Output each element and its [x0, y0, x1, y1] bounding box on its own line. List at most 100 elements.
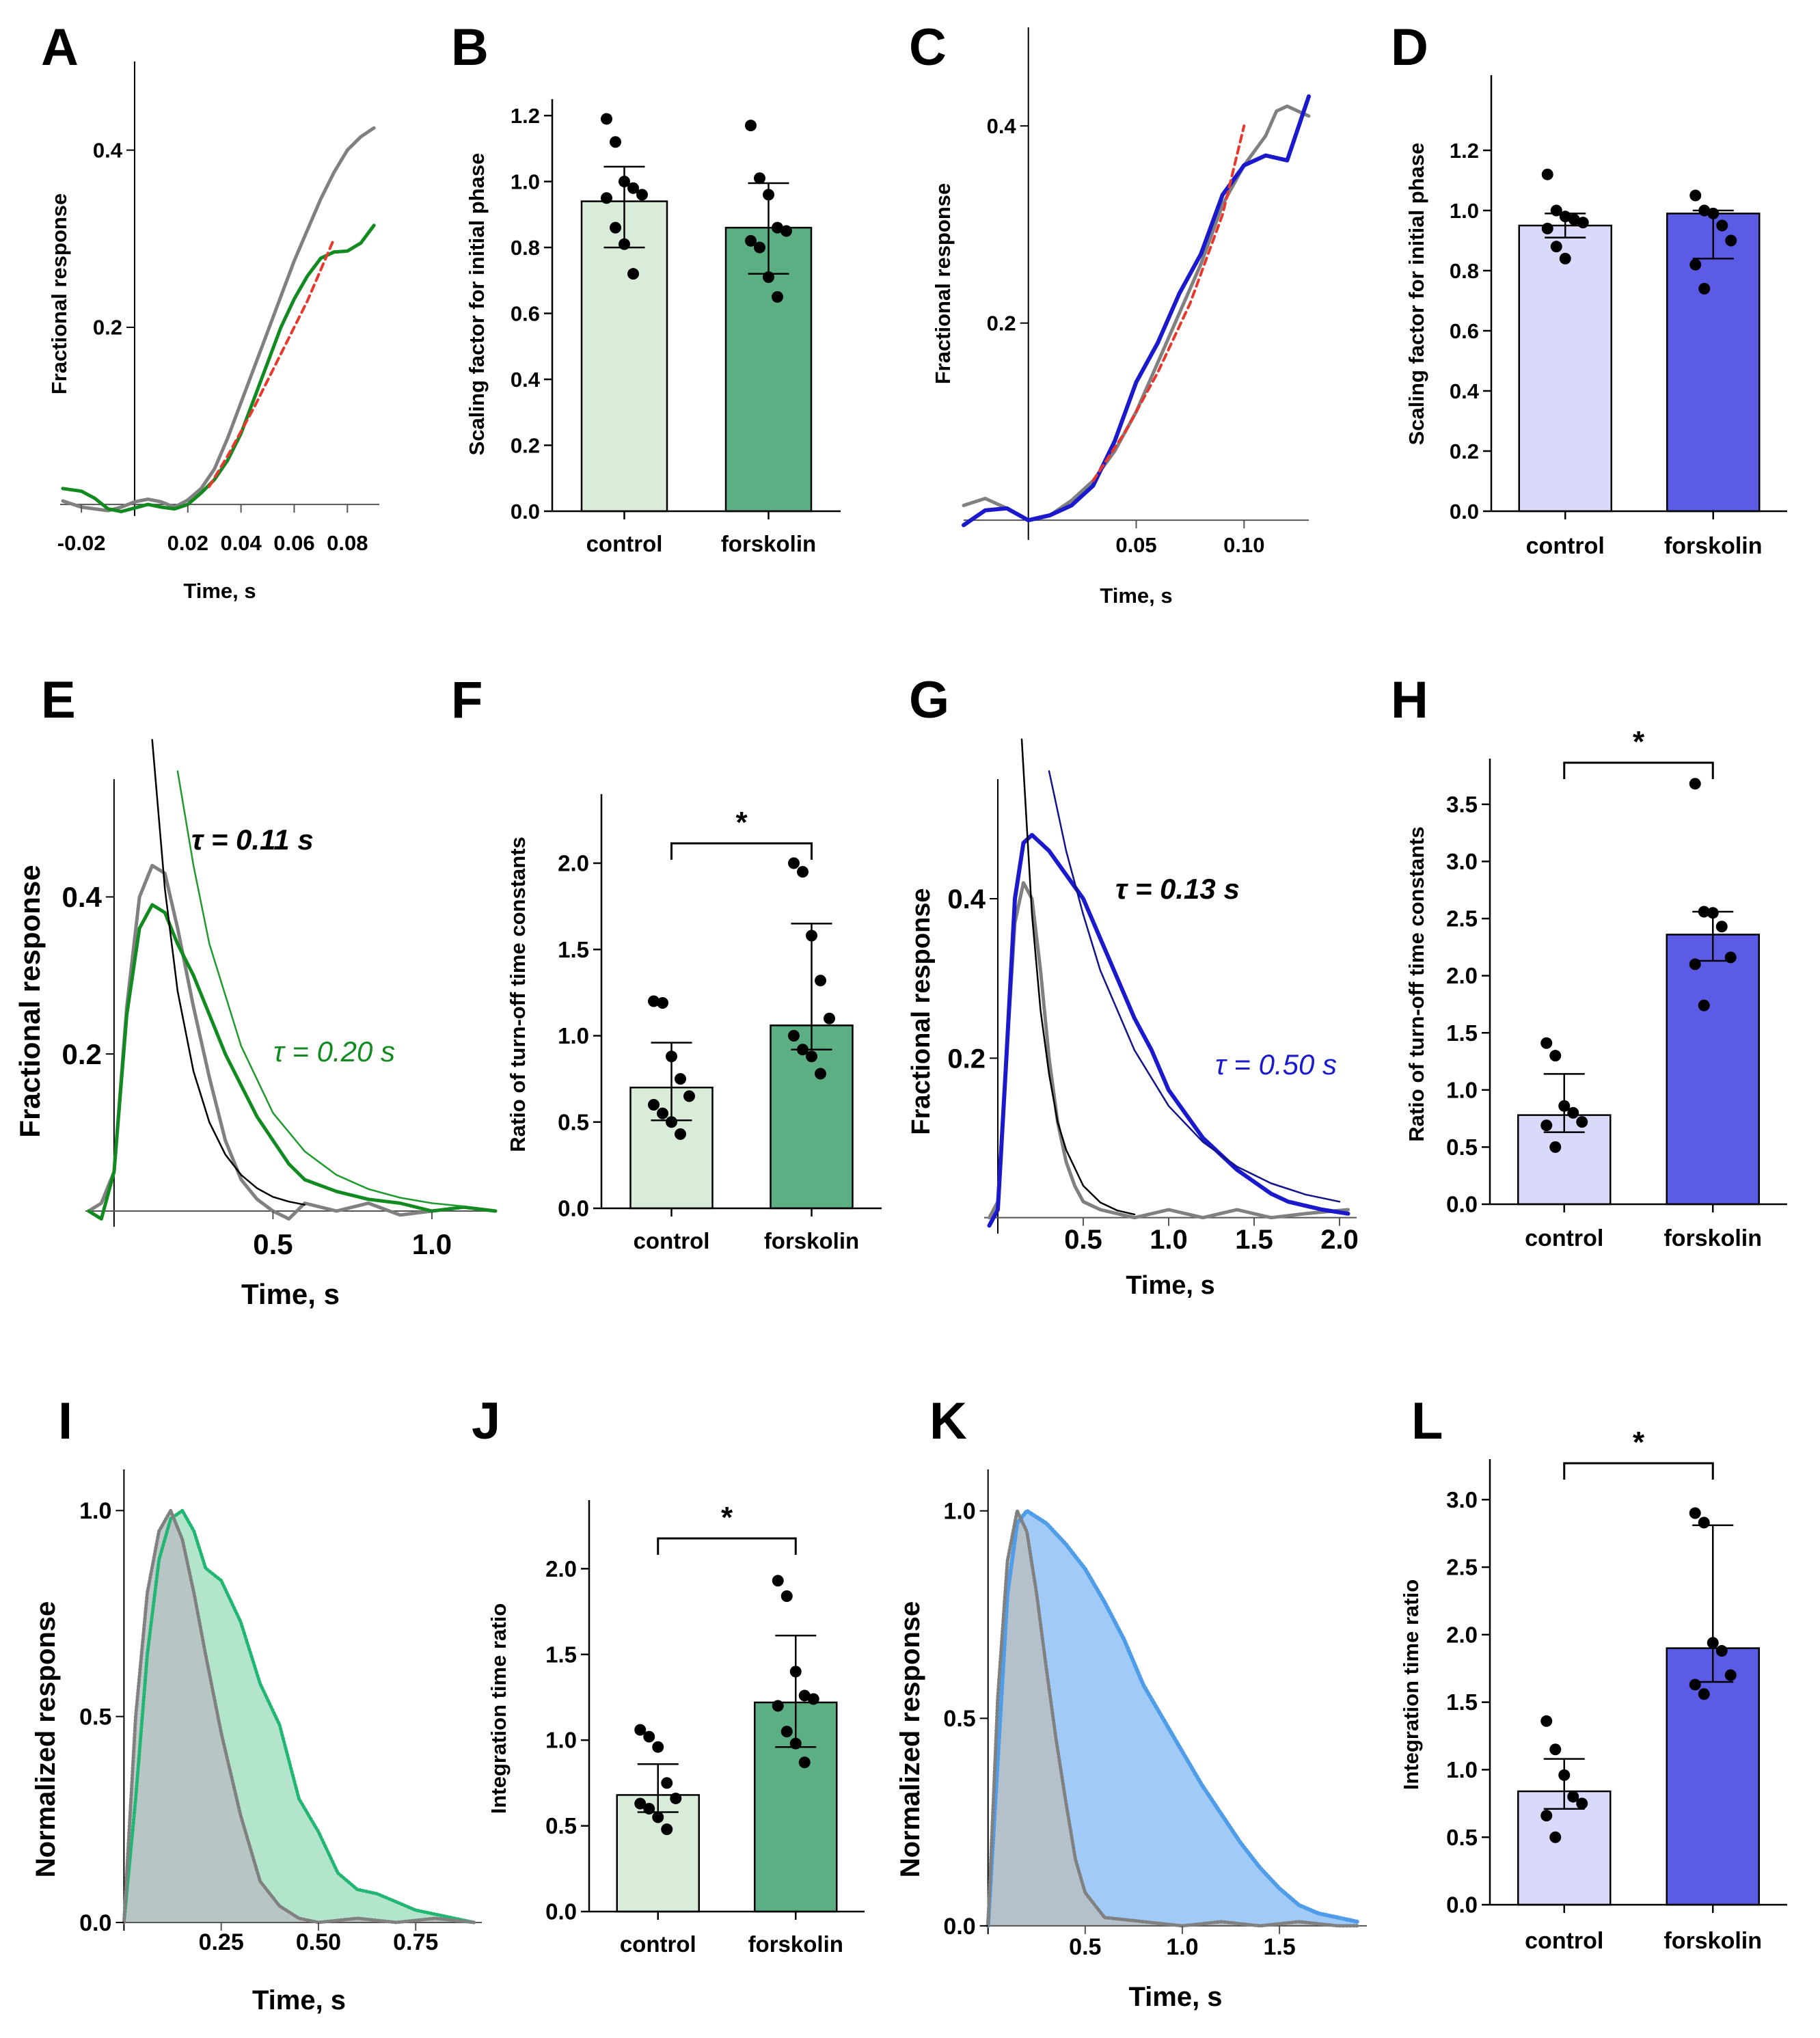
y-tick-label: 2.0 — [545, 1556, 577, 1581]
data-point — [754, 172, 765, 185]
y-tick-label: 2.0 — [558, 851, 589, 876]
data-point — [1689, 958, 1701, 970]
data-point — [619, 238, 630, 250]
panel-h: H 0.0 0.5 1.0 1.5 2.0 2.5 3.0 3.5 control forskol… — [1391, 671, 1787, 1251]
data-point — [657, 997, 668, 1009]
data-point — [1549, 1050, 1562, 1062]
series-fill-forskolin — [988, 1510, 1357, 1926]
y-tick-label: 0.5 — [79, 1704, 111, 1730]
y-tick-label: 3.5 — [1446, 791, 1478, 817]
x-tick-label: 0.05 — [1115, 533, 1156, 557]
data-point — [1724, 951, 1737, 964]
y-tick-label: 1.0 — [511, 169, 540, 193]
series-line-forskolin — [987, 832, 1350, 1228]
panel-i: I 0.25 0.50 0.75 0.0 0.5 1.0 Time, s Normalized… — [31, 1392, 482, 2015]
data-point — [619, 176, 630, 188]
x-tick-label: 0.04 — [220, 531, 262, 555]
data-point — [1707, 1637, 1719, 1649]
data-point — [670, 1792, 682, 1804]
y-tick-label: 2.0 — [1446, 1622, 1478, 1647]
data-point — [788, 857, 800, 869]
panel-l: L 0.0 0.5 1.0 1.5 2.0 2.5 3.0 control forskolin I… — [1399, 1392, 1787, 1954]
data-point — [1549, 1831, 1562, 1843]
panel-letter-c: C — [909, 18, 947, 77]
data-point — [772, 221, 783, 234]
data-point — [1549, 1743, 1562, 1756]
y-tick-label: 0.0 — [1446, 1192, 1478, 1217]
data-point — [1541, 222, 1553, 234]
data-point — [806, 1050, 817, 1063]
x-tick-label: -0.02 — [57, 531, 106, 555]
x-tick-label: 0.50 — [296, 1929, 341, 1955]
series-line-scaled-fit — [1091, 124, 1246, 483]
data-point — [1540, 1119, 1553, 1132]
data-point — [797, 1044, 809, 1056]
data-point — [772, 290, 783, 303]
bar-control — [1518, 224, 1612, 513]
significance-bracket — [1563, 761, 1714, 779]
y-axis-label: Normalized response — [31, 1601, 61, 1878]
tau-annotation: τ = 0.11 s — [191, 824, 314, 856]
y-tick-label: 0.0 — [943, 1914, 975, 1940]
x-tick-label: 0.5 — [1069, 1934, 1101, 1960]
panel-letter-h: H — [1391, 671, 1428, 729]
category-label: forskolin — [748, 1931, 843, 1957]
significance-marker: * — [1633, 725, 1645, 759]
data-point — [648, 995, 660, 1007]
panel-letter-k: K — [929, 1392, 967, 1450]
y-tick-label: 0.4 — [511, 368, 541, 392]
data-point — [1707, 207, 1720, 219]
x-axis-label: Time, s — [1128, 1982, 1222, 2012]
category-label: forskolin — [764, 1228, 859, 1253]
y-tick-label: 0.5 — [545, 1813, 577, 1838]
data-point — [634, 1724, 647, 1736]
data-point — [1567, 1106, 1579, 1119]
series-line-control — [986, 1509, 1359, 1928]
data-point — [1576, 1797, 1588, 1810]
y-tick-label: 1.0 — [79, 1498, 111, 1524]
x-axis-label: Time, s — [1126, 1271, 1214, 1300]
y-tick-label: 0.0 — [511, 500, 540, 524]
series-line-control-fit — [1020, 738, 1136, 1216]
y-tick-label: 1.0 — [545, 1728, 577, 1753]
data-point — [675, 1073, 686, 1085]
data-point — [627, 268, 639, 280]
data-point — [1689, 1679, 1701, 1691]
tau-annotation: τ = 0.13 s — [1115, 873, 1240, 905]
series-line-forskolin-fit — [176, 770, 465, 1208]
panel-letter-e: E — [41, 671, 76, 729]
data-point — [1540, 1810, 1553, 1822]
y-tick-label: 0.8 — [1450, 259, 1479, 283]
data-point — [1716, 219, 1728, 232]
data-point — [675, 1128, 686, 1140]
x-tick-label: 0.5 — [253, 1228, 293, 1260]
x-tick-label: 0.02 — [167, 531, 208, 555]
y-tick-label: 0.6 — [511, 301, 540, 325]
y-tick-label: 1.5 — [558, 937, 589, 962]
y-tick-label: 0.5 — [943, 1706, 975, 1732]
panel-letter-l: L — [1411, 1392, 1443, 1450]
bar-forskolin — [1666, 934, 1760, 1206]
y-tick-label: 0.4 — [1450, 379, 1480, 403]
series-line-forskolin — [87, 903, 498, 1221]
y-tick-label: 1.5 — [545, 1642, 577, 1667]
x-tick-label: 0.10 — [1223, 533, 1264, 557]
x-tick-label: 0.25 — [199, 1929, 244, 1955]
x-axis-label: Time, s — [252, 1985, 346, 2015]
data-point — [798, 1689, 811, 1702]
data-point — [652, 1741, 664, 1753]
series-line-control-fit — [151, 739, 306, 1206]
y-tick-label: 0.0 — [1446, 1892, 1478, 1918]
y-tick-label: 0.0 — [79, 1910, 111, 1936]
y-tick-label: 0.5 — [1446, 1825, 1478, 1850]
y-tick-label: 1.0 — [1450, 199, 1479, 223]
category-label: forskolin — [1663, 1928, 1762, 1954]
significance-bracket — [1563, 1462, 1714, 1480]
panel-d: D 0.0 0.2 0.4 0.6 0.8 1.0 1.2 control forskolin S… — [1391, 18, 1787, 559]
data-point — [1540, 1037, 1553, 1049]
y-tick-label: 1.0 — [558, 1023, 589, 1048]
data-point — [780, 1590, 793, 1602]
panel-letter-b: B — [451, 18, 489, 77]
y-axis-label: Integration time ratio — [1399, 1579, 1423, 1790]
